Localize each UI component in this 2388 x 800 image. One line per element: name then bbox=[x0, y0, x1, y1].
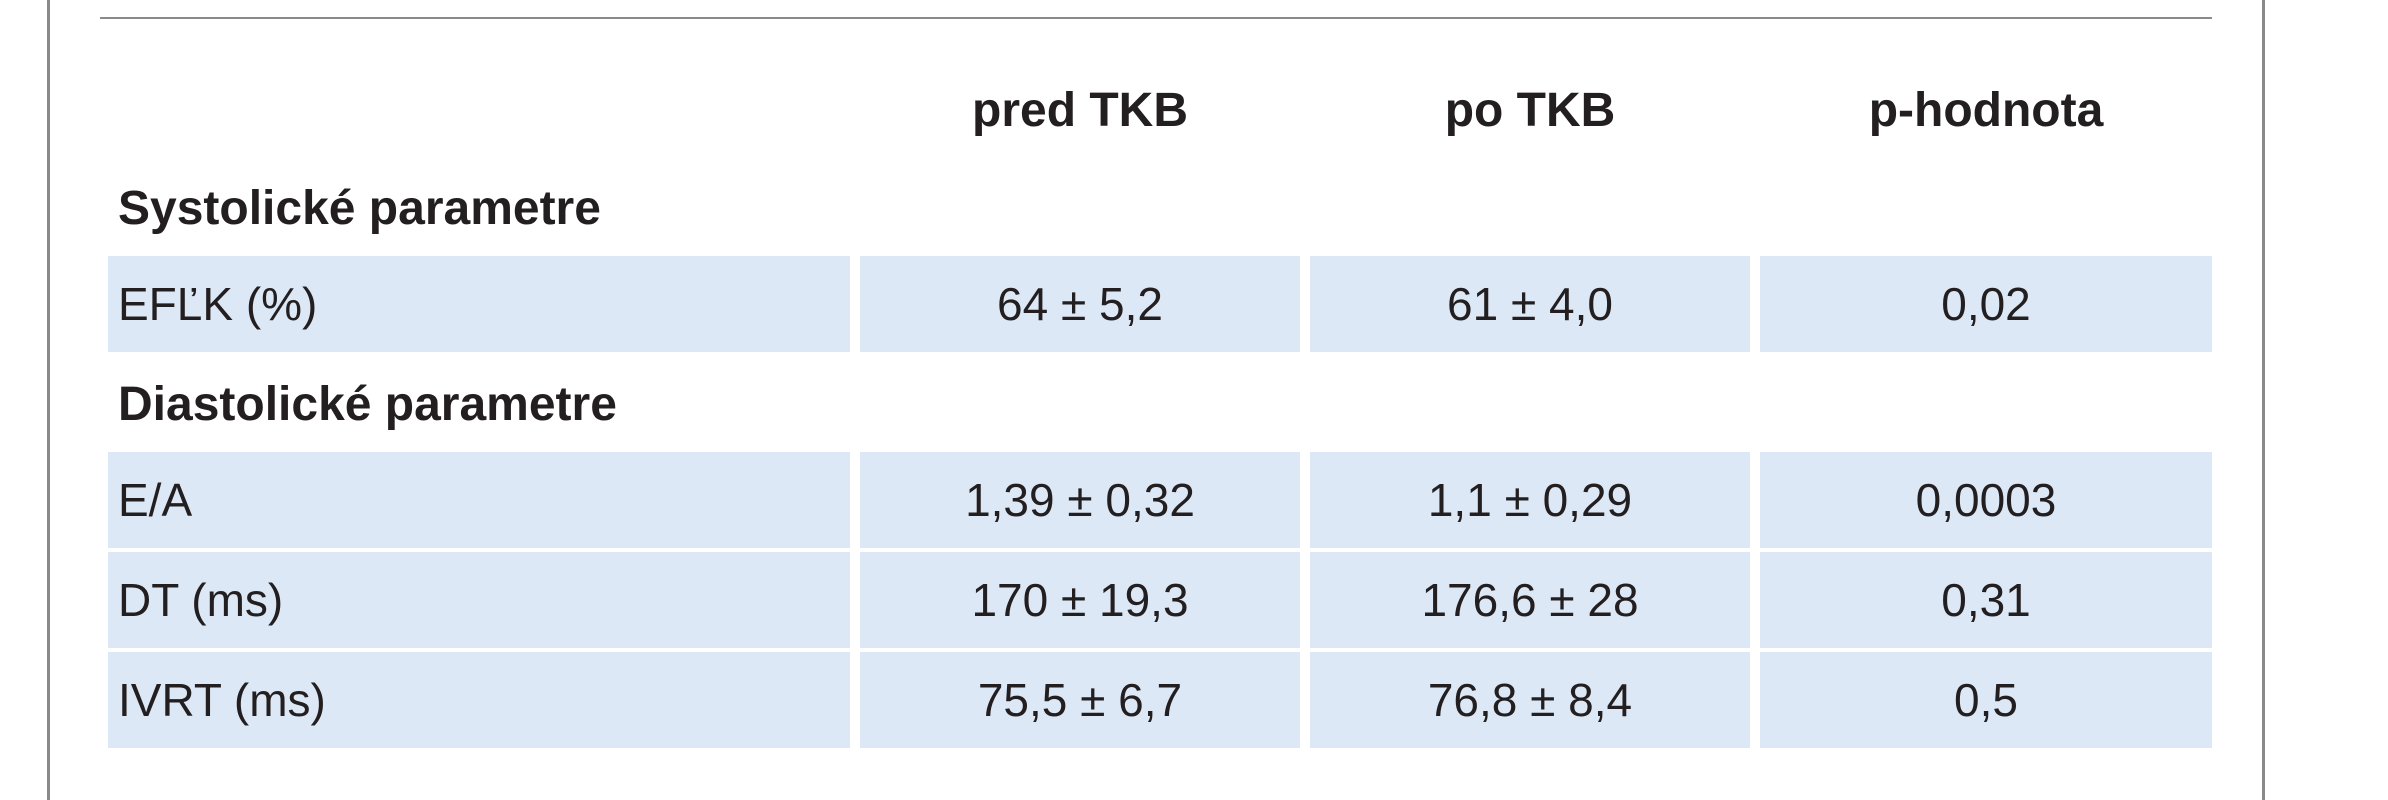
row-label: E/A bbox=[108, 452, 850, 548]
results-table: pred TKB po TKB p-hodnota Systolické par… bbox=[108, 60, 2212, 752]
row-po-value: 176,6 ± 28 bbox=[1310, 552, 1750, 648]
row-label: EFĽK (%) bbox=[108, 256, 850, 352]
header-po-tkb: po TKB bbox=[1444, 83, 1616, 137]
row-p-value: 0,5 bbox=[1760, 652, 2212, 748]
frame-left-border bbox=[47, 0, 50, 800]
row-po-value: 61 ± 4,0 bbox=[1310, 256, 1750, 352]
row-p-value: 0,31 bbox=[1760, 552, 2212, 648]
section-title: Diastolické parametre bbox=[118, 377, 617, 431]
frame-right-border bbox=[2262, 0, 2265, 800]
row-po-value: 76,8 ± 8,4 bbox=[1310, 652, 1750, 748]
table-row: DT (ms) 170 ± 19,3 176,6 ± 28 0,31 bbox=[108, 552, 2212, 648]
table-row: IVRT (ms) 75,5 ± 6,7 76,8 ± 8,4 0,5 bbox=[108, 652, 2212, 748]
row-p-value: 0,0003 bbox=[1760, 452, 2212, 548]
row-pred-value: 75,5 ± 6,7 bbox=[860, 652, 1300, 748]
table-row: EFĽK (%) 64 ± 5,2 61 ± 4,0 0,02 bbox=[108, 256, 2212, 352]
header-pred-tkb: pred TKB bbox=[972, 83, 1188, 137]
row-label: DT (ms) bbox=[108, 552, 850, 648]
top-divider bbox=[100, 17, 2212, 19]
table-header-row: pred TKB po TKB p-hodnota bbox=[108, 60, 2212, 160]
table-row: E/A 1,39 ± 0,32 1,1 ± 0,29 0,0003 bbox=[108, 452, 2212, 548]
row-pred-value: 1,39 ± 0,32 bbox=[860, 452, 1300, 548]
row-label: IVRT (ms) bbox=[108, 652, 850, 748]
section-heading-systolic: Systolické parametre bbox=[108, 160, 2212, 256]
section-title: Systolické parametre bbox=[118, 181, 601, 235]
section-heading-diastolic: Diastolické parametre bbox=[108, 356, 2212, 452]
header-p-value: p-hodnota bbox=[1868, 83, 2104, 137]
header-label-cell bbox=[108, 60, 850, 160]
row-pred-value: 170 ± 19,3 bbox=[860, 552, 1300, 648]
row-pred-value: 64 ± 5,2 bbox=[860, 256, 1300, 352]
row-po-value: 1,1 ± 0,29 bbox=[1310, 452, 1750, 548]
row-p-value: 0,02 bbox=[1760, 256, 2212, 352]
